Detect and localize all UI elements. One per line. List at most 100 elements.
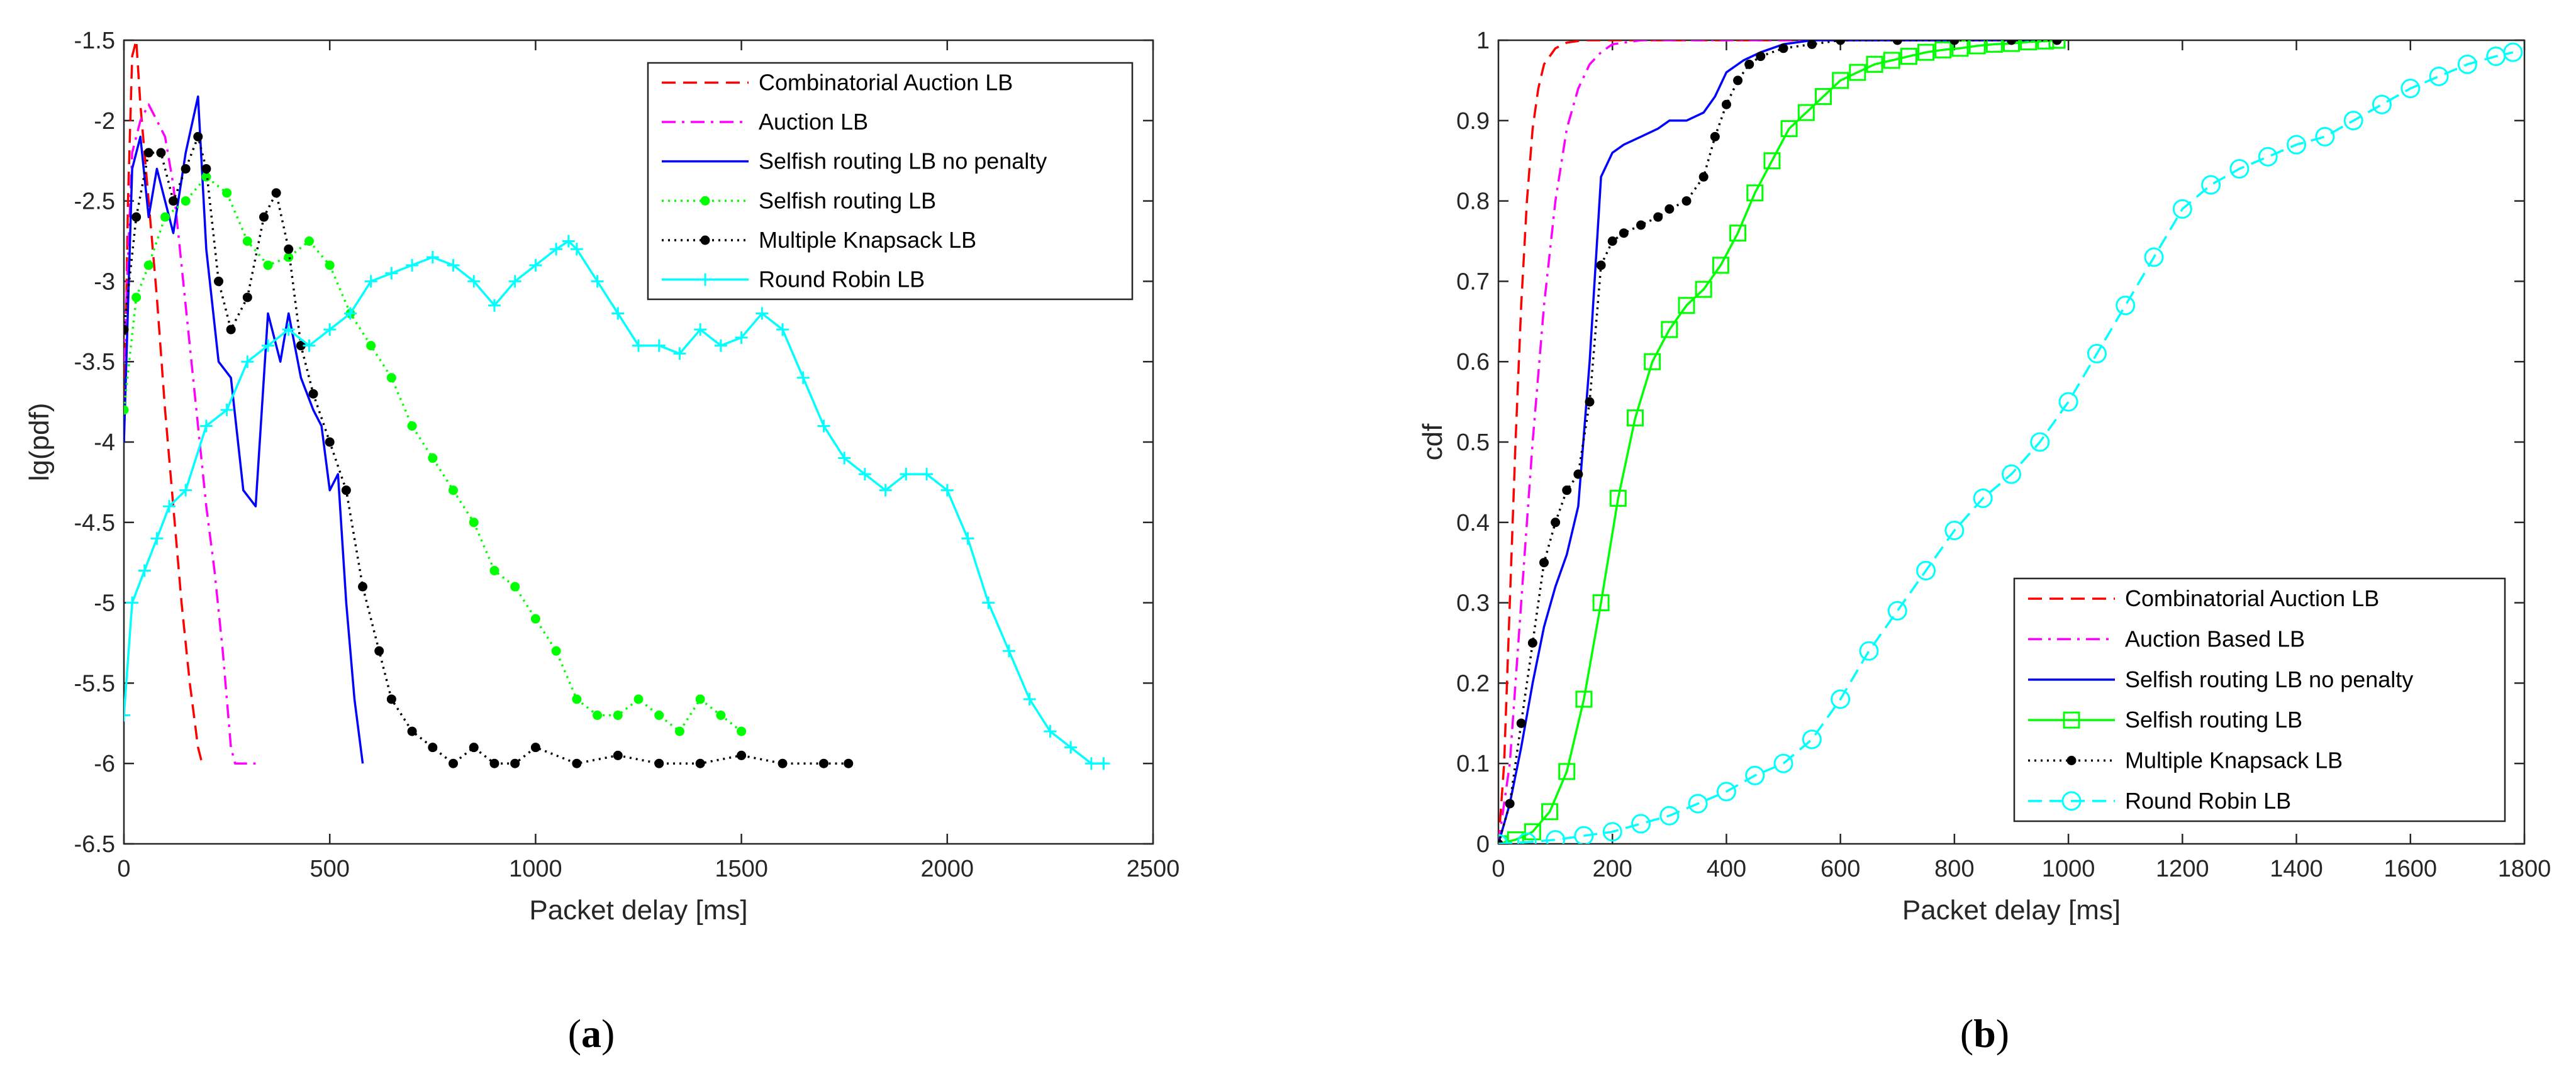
legend-label: Multiple Knapsack LB (759, 227, 976, 253)
panel-a-ytick-label: -6 (94, 751, 115, 777)
panel-a-data-point (143, 260, 153, 270)
panel-a-data-point (570, 243, 583, 256)
panel-b-data-point (2144, 247, 2164, 267)
panel-b-data-point (1944, 521, 1965, 541)
legend-label: Selfish routing LB (759, 187, 936, 213)
panel-a-series-auction-lb (124, 103, 256, 765)
panel-b-ytick-label: 0.5 (1456, 429, 1490, 456)
panel-b-data-point (1973, 488, 1993, 508)
panel-b-series-auction-based-lb (1498, 40, 2057, 844)
panel-b-xtick-label: 1000 (2042, 856, 2095, 882)
panel-b-xtick-label: 1800 (2498, 856, 2551, 882)
panel-b-data-point (1585, 397, 1595, 407)
panel-a-data-point (124, 324, 129, 335)
panel-a-data-point (169, 196, 179, 206)
panel-b-data-point (1507, 831, 1524, 844)
panel-b-data-point (1688, 794, 1708, 814)
panel-b-data-point (2201, 175, 2221, 195)
panel-a-chart: 0 500 1000 1500 2000 2500 -6.5 -6 -5.5 -5 -4.5 -4 -3… (24, 28, 1179, 926)
panel-a-data-point (613, 750, 623, 760)
panel-b-series-selfish-routing-lb (1498, 40, 2066, 844)
panel-b-data-point (1716, 782, 1736, 802)
panel-b-data-point (1968, 40, 1986, 55)
panel-a-data-point (220, 403, 233, 416)
panel-b-data-point (1596, 260, 1606, 270)
panel-b-data-point (1729, 224, 1747, 242)
panel-a-data-point (325, 437, 335, 447)
panel-a-data-point (1097, 757, 1110, 770)
panel-a-data-point (143, 148, 153, 158)
panel-b-data-point (1744, 59, 1754, 69)
panel-a-data-point (304, 236, 314, 246)
panel-b-data-point (1778, 43, 1788, 53)
panel-a-data-point (714, 339, 727, 352)
panel-a-data-point (632, 339, 645, 352)
panel-a-data-point (343, 307, 357, 320)
panel-a-data-point (386, 373, 396, 383)
panel-a-series-line-auction-lb (124, 103, 256, 765)
panel-b-data-point (1802, 729, 1822, 750)
panel-a-data-point (982, 596, 995, 609)
panel-a-series-selfish-routing-lb-no-penalty (124, 95, 364, 764)
panel-b-data-point (1505, 799, 1515, 809)
panel-b-ytick-label: 0.7 (1456, 268, 1490, 295)
panel-b-data-point (1745, 765, 1765, 785)
panel-a-series-line-round-robin-lb (124, 240, 1104, 765)
legend-marker (2063, 711, 2080, 729)
panel-a-ytick-label: -3 (94, 268, 115, 295)
panel-a-data-point (428, 453, 438, 463)
legend-label: Selfish routing LB (2125, 707, 2302, 733)
panel-a-data-point (1002, 645, 1015, 658)
panel-a-data-point (508, 275, 521, 288)
panel-a-ytick-label: -2 (94, 108, 115, 135)
panel-a-ytick-label: -2.5 (74, 189, 115, 215)
legend-label: Selfish routing LB no penalty (759, 148, 1047, 174)
panel-a-data-point (716, 711, 726, 721)
panel-b-series-line-multiple-knapsack-lb (1498, 40, 2057, 844)
panel-a-data-point (1023, 692, 1036, 706)
panel-b-data-point (1653, 212, 1663, 222)
legend-marker (2061, 791, 2082, 811)
legend-item: Multiple Knapsack LB (662, 227, 976, 253)
panel-b-data-point (1892, 40, 1902, 45)
panel-a-data-point (341, 485, 351, 495)
legend-item: Selfish routing LB no penalty (662, 148, 1047, 174)
panel-a-data-point (181, 163, 191, 174)
panel-a-data-point (593, 711, 603, 721)
panel-b-data-point (1695, 280, 1712, 298)
panel-a-data-point (131, 212, 142, 222)
panel-b-data-point (2058, 392, 2078, 412)
panel-a-series-line-multiple-knapsack-lb (124, 135, 849, 765)
panel-a-data-point (242, 236, 252, 246)
legend-marker (2066, 756, 2077, 765)
panel-b-data-point (2007, 40, 2016, 45)
panel-b-data-point (1631, 814, 1651, 834)
panel-a-data-point (778, 758, 788, 768)
panel-b-data-point (1746, 184, 1764, 202)
panel-b-data-point (1562, 485, 1572, 495)
panel-b-data-point (1659, 805, 1680, 826)
panel-b-series-selfish-routing-lb-no-penalty (1498, 40, 2057, 844)
panel-b-ytick-label: 0.6 (1456, 349, 1490, 375)
panel-a-xtick-label: 500 (309, 856, 349, 882)
panel-b-data-point (1541, 803, 1559, 821)
panel-b-data-point (2258, 147, 2278, 167)
panel-a-data-point (469, 517, 479, 528)
panel-a-xtick-label: 2500 (1127, 856, 1180, 882)
panel-a-data-point (449, 758, 459, 768)
panel-a-data-point (735, 331, 748, 344)
panel-b-xtick-label: 200 (1593, 856, 1632, 882)
panel-a-data-point (510, 582, 520, 592)
panel-b-data-point (1710, 131, 1720, 141)
panel-a-data-point (214, 276, 224, 286)
panel-a-data-point (900, 468, 913, 481)
panel-a-data-point (284, 252, 294, 262)
panel-a-ytick-label: -6.5 (74, 831, 115, 858)
panel-b-data-point (1780, 120, 1798, 138)
legend-item: Auction LB (662, 109, 868, 135)
panel-b-data-point (2343, 111, 2363, 131)
panel-a-ytick-label: -5.5 (74, 670, 115, 697)
panel-b-data-point (1539, 558, 1549, 568)
panel-b-data-point (1573, 469, 1583, 479)
panel-a-data-point (271, 188, 281, 198)
